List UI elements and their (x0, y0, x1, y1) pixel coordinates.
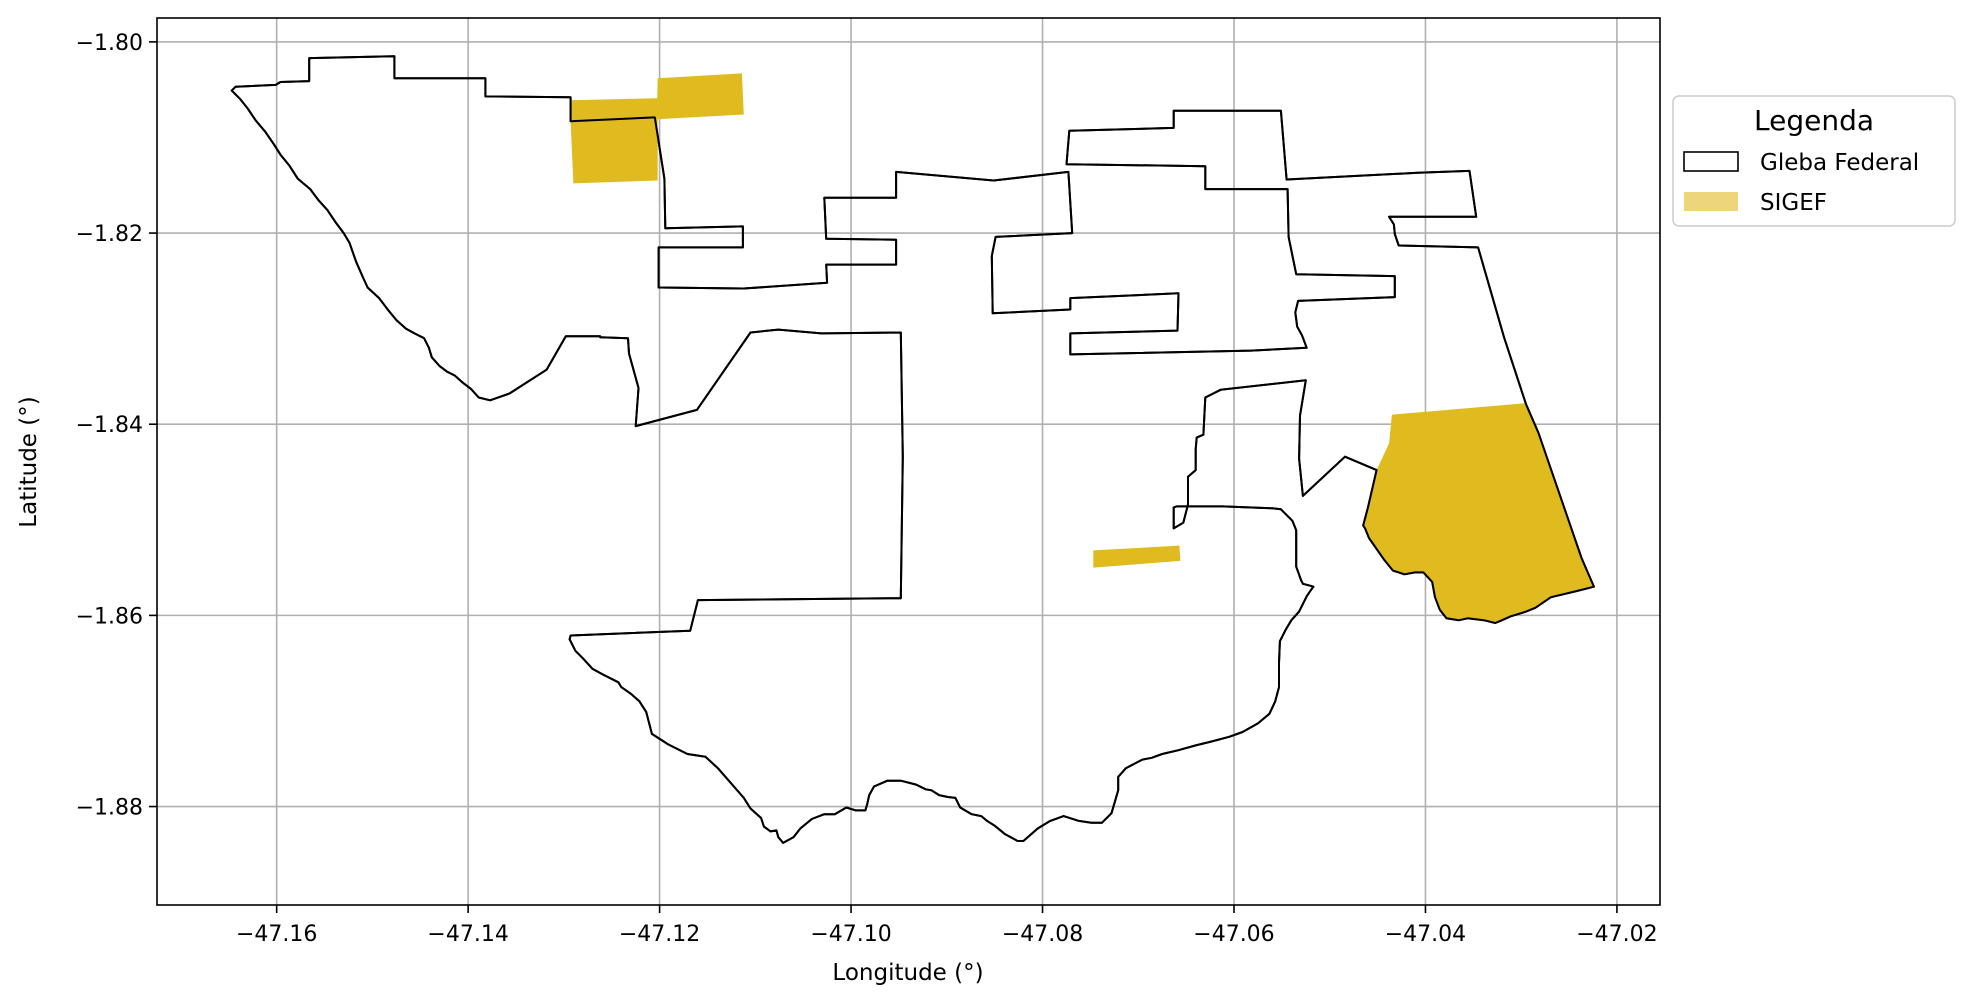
legend-swatch-gleba-federal (1683, 151, 1739, 172)
sigef-polygon-1 (569, 98, 658, 184)
x-axis-label: Longitude (°) (832, 960, 983, 986)
axis-ticks: −47.16 −47.14 −47.12 −47.10 −47.08 −47.06 −47.… (76, 31, 1658, 947)
x-tick-label: −47.06 (1193, 922, 1274, 947)
legend-swatch-sigef (1684, 192, 1738, 211)
gleba-federal-outline-1 (230, 55, 1595, 844)
x-tick-label: −47.10 (810, 922, 891, 947)
map-layers (230, 55, 1595, 844)
y-tick-label: −1.80 (76, 31, 143, 56)
y-tick-label: −1.82 (76, 222, 143, 247)
legend-label-sigef: SIGEF (1760, 190, 1827, 216)
y-tick-label: −1.88 (76, 796, 143, 821)
y-tick-label: −1.86 (76, 604, 143, 629)
sigef-polygon-3 (1093, 545, 1181, 568)
x-tick-label: −47.02 (1576, 922, 1657, 947)
legend-box (1672, 95, 1956, 227)
grid (157, 18, 1660, 905)
x-tick-label: −47.04 (1385, 922, 1466, 947)
x-tick-label: −47.12 (619, 922, 700, 947)
y-tick-label: −1.84 (76, 413, 143, 438)
legend: Legenda Gleba Federal SIGEF (1672, 95, 1956, 227)
sigef-polygon-4 (1363, 403, 1594, 623)
legend-title: Legenda (1754, 104, 1874, 137)
x-tick-label: −47.08 (1002, 922, 1083, 947)
legend-label-gleba-federal: Gleba Federal (1760, 150, 1919, 176)
sigef-polygon-2 (656, 73, 744, 120)
x-tick-label: −47.14 (427, 922, 508, 947)
y-axis-label: Latitude (°) (16, 396, 42, 527)
x-tick-label: −47.16 (236, 922, 317, 947)
plot-frame (156, 17, 1661, 906)
